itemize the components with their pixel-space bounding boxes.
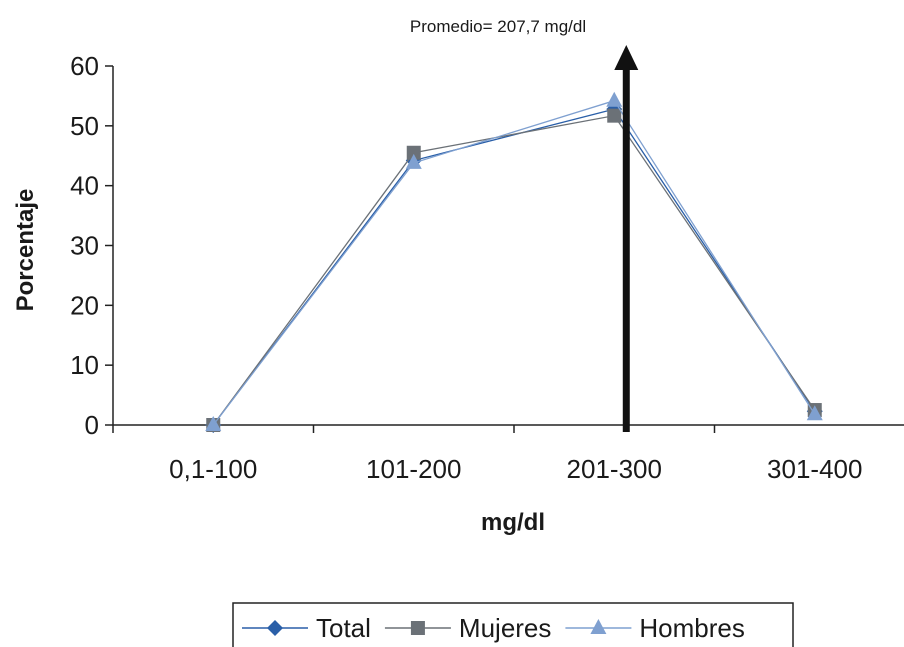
mean-annotation: Promedio= 207,7 mg/dl xyxy=(410,17,586,36)
series-line-hombres xyxy=(212,99,816,426)
legend-item-total: Total xyxy=(242,613,371,643)
mean-arrow xyxy=(614,45,639,432)
x-tick-label: 101-200 xyxy=(366,454,461,484)
x-tick-label: 301-400 xyxy=(767,454,862,484)
x-axis: 0,1-100 101-200 201-300 301-400 xyxy=(112,424,904,484)
legend-marker xyxy=(410,621,425,635)
legend-items: Total Mujeres Hombres xyxy=(242,613,745,643)
legend-marker xyxy=(267,620,283,636)
data-point-hombres xyxy=(606,91,623,107)
y-tick-label: 30 xyxy=(70,231,99,261)
y-tick-label: 10 xyxy=(70,350,99,380)
legend-marker xyxy=(590,619,607,634)
legend-label: Hombres xyxy=(639,613,744,643)
data-point-hombres xyxy=(806,405,823,421)
x-ticks: 0,1-100 101-200 201-300 301-400 xyxy=(112,425,862,484)
series-total xyxy=(205,101,823,433)
legend-item-hombres: Hombres xyxy=(565,613,745,643)
x-tick-label: 201-300 xyxy=(567,454,662,484)
x-tick-label: 0,1-100 xyxy=(169,454,257,484)
data-point-mujeres xyxy=(607,108,622,123)
series-mujeres xyxy=(206,108,822,432)
legend-item-mujeres: Mujeres xyxy=(384,613,551,643)
legend-label: Total xyxy=(316,613,371,643)
data-point-hombres xyxy=(405,153,422,169)
data-point-mujeres xyxy=(406,145,421,160)
y-axis-title: Porcentaje xyxy=(12,189,39,312)
y-axis: 0 10 20 30 40 50 60 xyxy=(70,51,114,440)
y-tick-label: 60 xyxy=(70,51,99,81)
y-tick-label: 0 xyxy=(85,410,99,440)
series-line-mujeres xyxy=(212,114,816,426)
x-axis-title: mg/dl xyxy=(481,509,545,536)
legend-label: Mujeres xyxy=(459,613,551,643)
y-tick-label: 20 xyxy=(70,290,99,320)
y-ticks: 0 10 20 30 40 50 60 xyxy=(70,51,113,440)
data-point-hombres xyxy=(205,416,222,431)
legend-box xyxy=(232,602,794,647)
series-layer xyxy=(205,91,823,433)
y-tick-label: 50 xyxy=(70,111,99,141)
series-line-total xyxy=(212,108,816,426)
y-tick-label: 40 xyxy=(70,171,99,201)
series-hombres xyxy=(205,91,823,431)
legend: Total Mujeres Hombres xyxy=(232,602,794,647)
mean-arrow-head xyxy=(614,45,639,70)
